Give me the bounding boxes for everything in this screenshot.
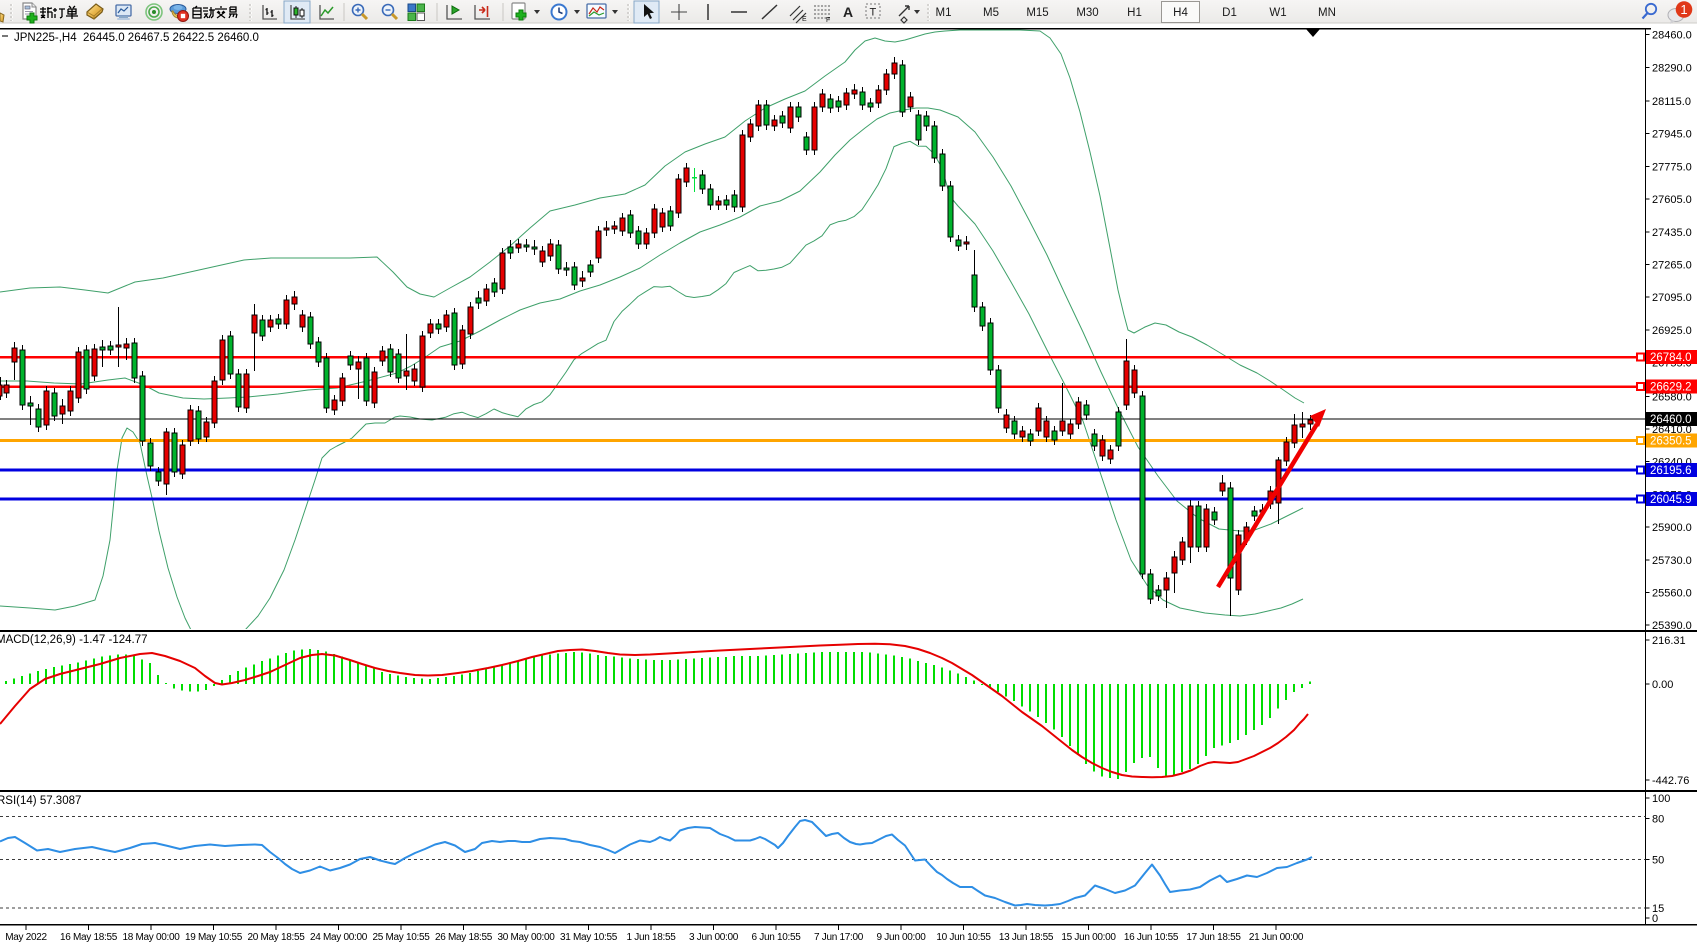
svg-text:MACD(12,26,9) -1.47 -124.77: MACD(12,26,9) -1.47 -124.77 [0,634,148,646]
svg-text:0.00: 0.00 [1652,679,1673,691]
svg-text:A: A [843,4,853,20]
svg-text:D1: D1 [1222,7,1237,19]
svg-text:26045.9: 26045.9 [1650,494,1692,506]
svg-text:25560.0: 25560.0 [1652,588,1692,600]
svg-text:M15: M15 [1026,7,1048,19]
svg-text:-442.76: -442.76 [1652,775,1689,787]
svg-text:26350.5: 26350.5 [1650,436,1692,448]
svg-text:26 May 18:55: 26 May 18:55 [435,932,493,943]
svg-text:26580.0: 26580.0 [1652,391,1692,403]
svg-text:1 Jun 18:55: 1 Jun 18:55 [627,932,677,943]
svg-text:27095.0: 27095.0 [1652,292,1692,304]
svg-text:27265.0: 27265.0 [1652,260,1692,272]
svg-text:T: T [870,7,877,19]
svg-text:100: 100 [1652,793,1670,805]
svg-text:0: 0 [1652,913,1658,925]
svg-text:26629.2: 26629.2 [1650,382,1692,394]
svg-text:50: 50 [1652,855,1664,867]
svg-text:1: 1 [1680,2,1687,17]
svg-text:18 May 00:00: 18 May 00:00 [123,932,181,943]
svg-text:80: 80 [1652,814,1664,826]
svg-text:9 Jun 00:00: 9 Jun 00:00 [877,932,927,943]
svg-text:7 Jun 17:00: 7 Jun 17:00 [814,932,864,943]
svg-text:RSI(14) 57.3087: RSI(14) 57.3087 [0,795,81,807]
svg-text:25730.0: 25730.0 [1652,555,1692,567]
svg-text:26784.0: 26784.0 [1650,352,1692,364]
svg-text:28460.0: 28460.0 [1652,30,1692,42]
svg-text:27605.0: 27605.0 [1652,194,1692,206]
svg-text:16 Jun 10:55: 16 Jun 10:55 [1124,932,1179,943]
svg-text:216.31: 216.31 [1652,635,1686,647]
svg-text:27435.0: 27435.0 [1652,227,1692,239]
svg-text:H1: H1 [1127,7,1142,19]
svg-text:E: E [802,16,807,23]
svg-text:26460.0: 26460.0 [1650,414,1692,426]
svg-text:H4: H4 [1173,7,1188,19]
svg-text:20 May 18:55: 20 May 18:55 [248,932,306,943]
svg-text:19 May 10:55: 19 May 10:55 [185,932,243,943]
svg-text:MN: MN [1318,7,1336,19]
svg-text:JPN225-,H4 26445.0 26467.5 26: JPN225-,H4 26445.0 26467.5 26422.5 26460… [14,32,259,44]
svg-text:25 May 10:55: 25 May 10:55 [373,932,431,943]
svg-text:24 May 00:00: 24 May 00:00 [310,932,368,943]
svg-text:M5: M5 [983,7,999,19]
svg-text:26410.0: 26410.0 [1652,424,1692,436]
svg-text:26195.6: 26195.6 [1650,465,1692,477]
svg-text:30 May 00:00: 30 May 00:00 [498,932,556,943]
svg-text:M1: M1 [936,7,952,19]
svg-text:3 Jun 00:00: 3 Jun 00:00 [689,932,739,943]
svg-text:26925.0: 26925.0 [1652,325,1692,337]
svg-text:21 Jun 00:00: 21 Jun 00:00 [1249,932,1304,943]
svg-text:27945.0: 27945.0 [1652,129,1692,141]
svg-text:25900.0: 25900.0 [1652,522,1692,534]
svg-text:10 Jun 10:55: 10 Jun 10:55 [936,932,991,943]
svg-text:13 Jun 18:55: 13 Jun 18:55 [999,932,1054,943]
svg-text:25390.0: 25390.0 [1652,620,1692,632]
svg-text:6 Jun 10:55: 6 Jun 10:55 [752,932,802,943]
svg-text:17 Jun 18:55: 17 Jun 18:55 [1186,932,1241,943]
svg-text:May 2022: May 2022 [5,932,47,943]
svg-text:F: F [826,17,830,24]
svg-text:W1: W1 [1269,7,1286,19]
svg-text:16 May 18:55: 16 May 18:55 [60,932,118,943]
svg-text:28115.0: 28115.0 [1652,96,1691,108]
svg-text:15: 15 [1652,903,1664,915]
svg-text:27775.0: 27775.0 [1652,161,1692,173]
svg-text:31 May 10:55: 31 May 10:55 [560,932,618,943]
svg-text:M30: M30 [1076,7,1098,19]
svg-text:15 Jun 00:00: 15 Jun 00:00 [1061,932,1116,943]
svg-text:28290.0: 28290.0 [1652,62,1692,74]
